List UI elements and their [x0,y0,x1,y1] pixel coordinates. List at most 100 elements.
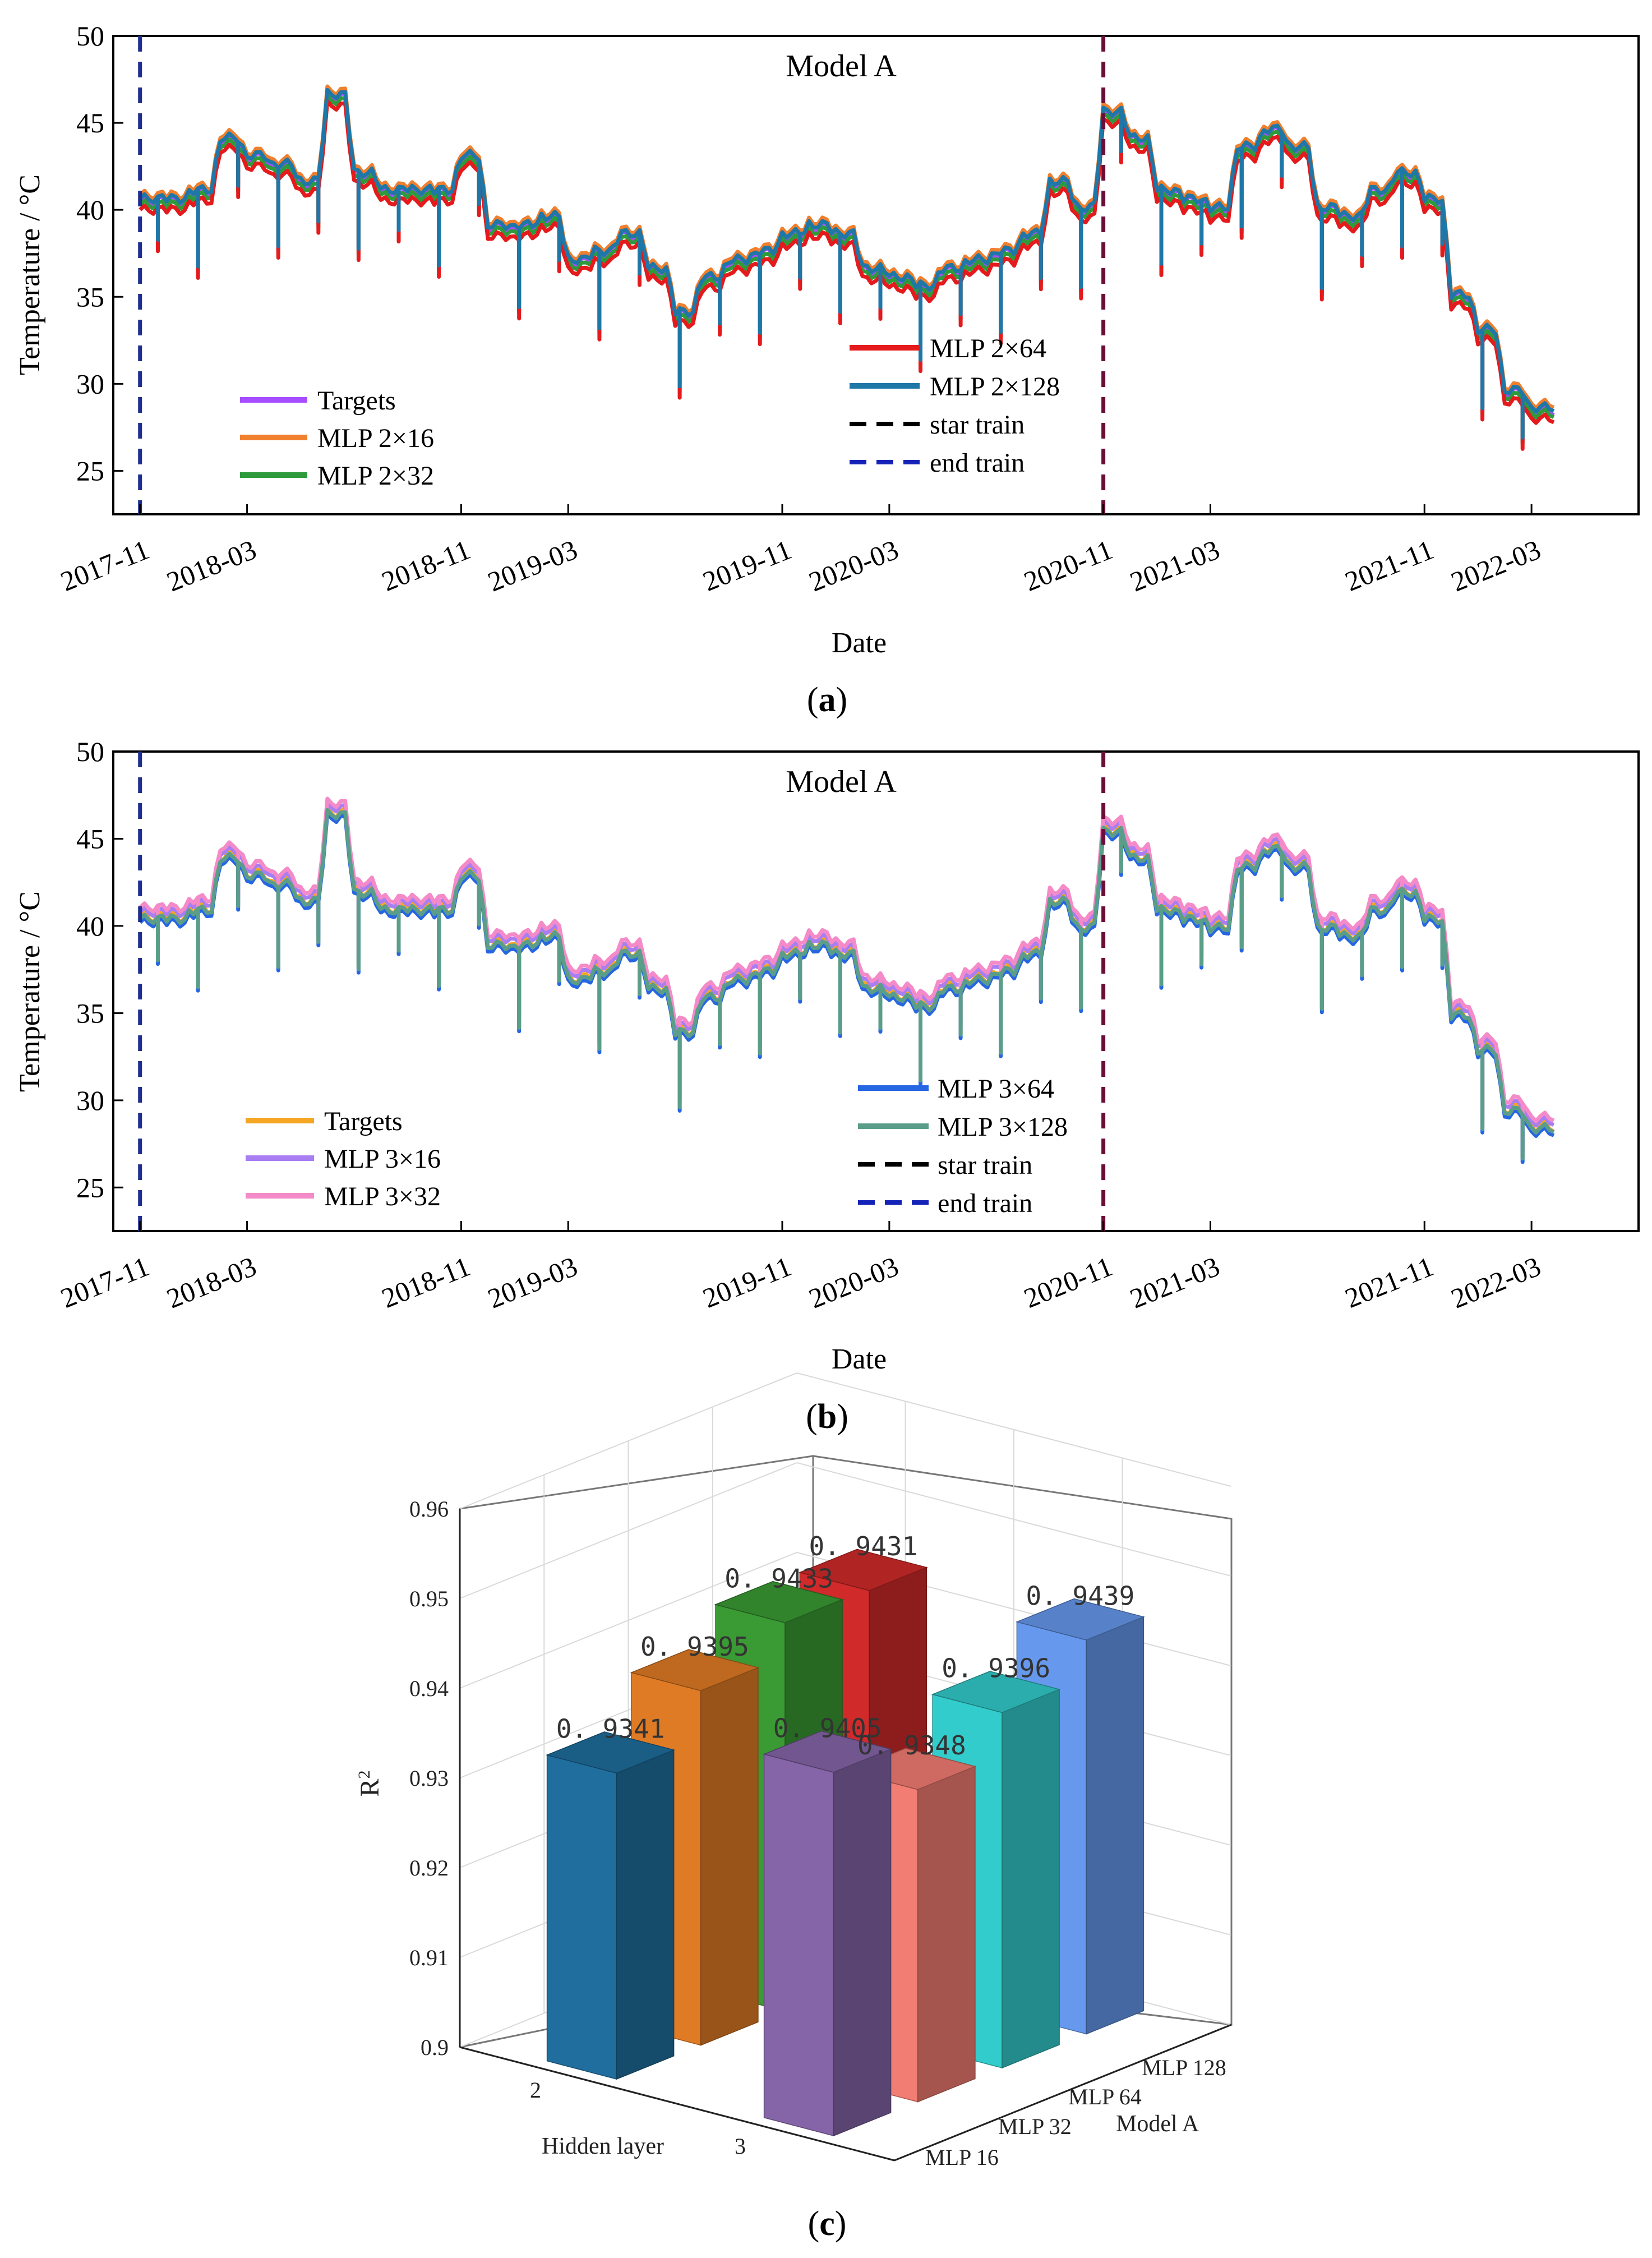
chart-title-b: Model A [786,764,897,799]
x-axis-line-3d [459,2046,895,2162]
bars-3d [546,1549,1145,2137]
z-tick-label: 0.96 [409,1496,449,1522]
x-tick-label: 2018-03 [162,533,260,597]
model-tick-mlp128: MLP 128 [1142,2055,1226,2080]
y-axis-line-3d [894,2024,1232,2162]
y-tick-label: 35 [76,281,104,312]
x-tick-label: 2021-11 [1341,1250,1438,1314]
series-line-mlp-3-128 [139,808,1555,1161]
bar-h3-mlp16-side [833,1748,892,2137]
z-tick-label: 0.9 [421,2035,449,2060]
y-ticks-a: 25 30 35 40 45 50 [76,20,123,486]
z-tick-label: 0.92 [409,1855,449,1881]
legend-label-targets-a: Targets [317,386,396,416]
series-line-mlp-2-64 [139,99,1555,451]
legend-label-mlp-2x64: MLP 2×64 [930,334,1046,363]
series-line-mlp-3-32 [139,796,1555,1149]
panel-b: 25 30 35 40 45 50 2017-11 2018-03 2018-11 2019-0… [14,736,1640,1436]
panel-label-a: (a) [807,681,847,719]
series-lines-a [138,84,1555,451]
bar-h2-mlp16-side [616,1749,675,2080]
y-tick-label: 50 [76,736,104,767]
legend-b-right: MLP 3×64 MLP 3×128 star train end train [858,1074,1068,1218]
bar-h3-mlp128-top [1016,1598,1145,1640]
x-axis-label-a: Date [832,627,887,659]
y-tick-label: 30 [76,368,104,399]
bar-h3-mlp64-side [1002,1689,1060,2069]
x-axis-label-hidden-layer: Hidden layer [542,2133,664,2159]
model-tick-mlp64: MLP 64 [1068,2084,1142,2109]
hidden-layer-tick-2: 2 [530,2077,541,2103]
bar-h3-mlp16-value-label: 0. 9405 [773,1713,882,1743]
series-lines-b [138,796,1555,1164]
bar-h3-mlp128-side [1086,1616,1145,2035]
y-tick-label: 25 [76,1172,104,1203]
x-tick-label: 2018-03 [162,1250,260,1314]
z-axis-label: R2 [355,1770,385,1796]
y-axis-label-a: Temperature / °C [14,174,46,375]
bar-h2-mlp32-value-label: 0. 9395 [640,1632,749,1662]
bar-h3-mlp128-value-label: 0. 9439 [1026,1580,1134,1611]
legend-label-mlp-3x64: MLP 3×64 [938,1074,1054,1104]
legend-label-end-train-a: end train [930,448,1025,478]
legend-label-end-train-b: end train [938,1188,1032,1218]
legend-label-targets-b: Targets [324,1107,403,1136]
bar-h3-mlp16 [763,1730,892,2137]
bar-h2-mlp16-top [546,1731,675,1774]
bar-h2-mlp16-front [546,1754,617,2080]
y-tick-label: 40 [76,194,104,225]
bar-h3-mlp16-front [763,1753,834,2136]
bar-value-labels: 0. 9431 0. 9439 0. 9433 0. 9396 0. 9395 0. 93… [556,1531,1135,1761]
z-tick-label: 0.95 [409,1586,449,1611]
bar-h2-mlp32-top [630,1649,760,1692]
x-tick-label: 2017-11 [56,533,154,597]
bar-h2-mlp128-value-label: 0. 9431 [809,1531,917,1561]
legend-b-left: Targets MLP 3×16 MLP 3×32 [246,1107,441,1211]
model-tick-mlp16: MLP 16 [925,2145,999,2170]
x-tick-label: 2021-03 [1125,1250,1224,1314]
y-ticks-b: 25 30 35 40 45 50 [76,736,123,1203]
bar-h2-mlp64-top [714,1580,844,1623]
legend-a-right: MLP 2×64 MLP 2×128 star train end train [850,334,1060,478]
panel-a: 25 30 35 40 45 50 2017-11 2018-03 2018-11 2019-0… [14,20,1640,719]
x-tick-label: 2019-03 [483,533,582,597]
x-tick-label: 2019-11 [698,533,796,597]
x-tick-label: 2019-11 [698,1250,796,1314]
x-tick-label: 2017-11 [56,1250,154,1314]
legend-label-mlp-2x16: MLP 2×16 [317,423,434,453]
y-tick-label: 45 [76,823,104,854]
y-tick-label: 40 [76,910,104,942]
legend-label-mlp-3x32: MLP 3×32 [324,1182,441,1211]
x-tick-label: 2021-03 [1125,533,1224,597]
y-tick-label: 50 [76,20,104,52]
y-axis-label-model-a: Model A [1116,2111,1199,2137]
x-tick-label: 2018-11 [377,1250,475,1314]
legend-label-mlp-3x16: MLP 3×16 [324,1144,441,1174]
bar-h3-mlp64-top [931,1671,1061,1713]
series-line-mlp-2-128 [139,87,1555,440]
bar-h2-mlp16 [546,1731,675,2080]
z-tick-label: 0.94 [409,1676,449,1701]
z-tick-label: 0.91 [409,1945,449,1970]
legend-a-left: Targets MLP 2×16 MLP 2×32 [240,386,434,491]
x-tick-label: 2020-11 [1019,1250,1117,1314]
bar-h3-mlp32-side [917,1766,976,2103]
bar-h2-mlp16-value-label: 0. 9341 [556,1714,665,1744]
panel-label-b: (b) [806,1398,848,1436]
bar-h3-mlp16-top [763,1730,892,1773]
bar-h3-mlp64-value-label: 0. 9396 [942,1653,1050,1684]
x-tick-label: 2022-03 [1447,533,1545,597]
x-ticks-a: 2017-11 2018-03 2018-11 2019-03 2019-11 2020-… [56,504,1545,598]
x-tick-label: 2022-03 [1447,1250,1545,1314]
y-tick-label: 25 [76,455,104,486]
y-tick-label: 45 [76,107,104,139]
legend-label-mlp-2x32: MLP 2×32 [317,461,434,491]
x-tick-label: 2018-11 [377,533,475,597]
x-tick-label: 2019-03 [483,1250,582,1314]
hidden-layer-tick-3: 3 [735,2133,746,2159]
x-tick-label: 2020-11 [1019,533,1117,597]
y-tick-label: 35 [76,997,104,1029]
x-tick-label: 2020-03 [804,1250,902,1314]
